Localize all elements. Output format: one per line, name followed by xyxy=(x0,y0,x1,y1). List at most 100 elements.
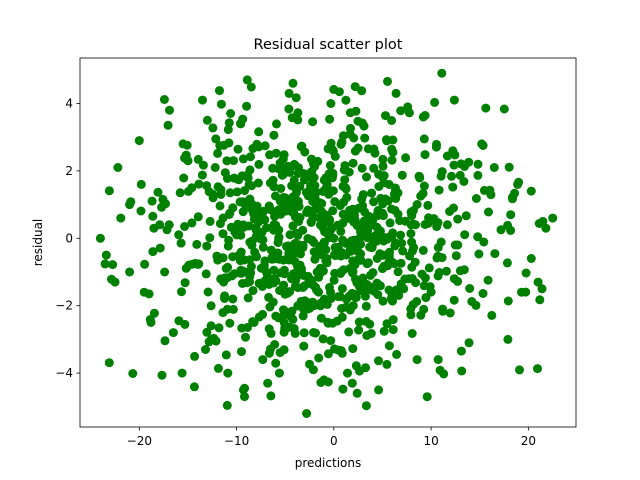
data-point xyxy=(298,225,308,235)
data-point xyxy=(405,251,415,261)
data-point xyxy=(356,239,366,249)
data-point xyxy=(140,259,150,269)
data-point xyxy=(293,301,303,311)
data-point xyxy=(484,207,493,217)
data-point xyxy=(442,220,452,230)
data-point xyxy=(318,187,328,196)
data-point xyxy=(387,144,397,154)
data-point xyxy=(395,216,405,226)
data-point xyxy=(284,255,294,265)
data-point xyxy=(274,232,284,242)
data-point xyxy=(329,275,339,285)
data-point xyxy=(213,363,223,373)
data-point xyxy=(506,210,516,220)
data-point xyxy=(407,274,417,283)
y-tick-label: −2 xyxy=(55,299,73,313)
data-point xyxy=(349,245,359,255)
data-point xyxy=(326,336,336,346)
data-point xyxy=(407,262,417,272)
data-point xyxy=(274,368,284,378)
data-point xyxy=(388,315,398,325)
data-point xyxy=(201,345,210,354)
data-point xyxy=(379,178,389,188)
data-point xyxy=(464,157,474,167)
data-point xyxy=(243,173,253,183)
data-point xyxy=(448,182,458,192)
data-point xyxy=(485,185,495,195)
data-point xyxy=(347,288,357,298)
data-point xyxy=(258,242,268,252)
data-point xyxy=(424,263,434,273)
data-point xyxy=(382,234,392,244)
data-point xyxy=(216,99,226,109)
data-point xyxy=(179,173,189,183)
data-point xyxy=(541,223,551,233)
data-point xyxy=(447,171,456,181)
data-point xyxy=(392,349,402,359)
data-point xyxy=(177,287,186,297)
data-point xyxy=(136,206,146,216)
data-point xyxy=(245,255,255,265)
data-point xyxy=(176,238,186,248)
data-point xyxy=(330,151,340,161)
data-point xyxy=(329,233,339,243)
data-point xyxy=(271,311,281,321)
data-point xyxy=(336,139,346,149)
data-point xyxy=(336,251,346,261)
data-point xyxy=(101,250,111,260)
data-point xyxy=(420,150,430,160)
data-point xyxy=(246,152,255,162)
data-point xyxy=(396,106,406,116)
data-point xyxy=(271,358,281,368)
data-point xyxy=(457,366,467,376)
data-point xyxy=(264,292,274,302)
data-point xyxy=(337,348,347,358)
data-point xyxy=(317,199,327,209)
data-point xyxy=(258,355,268,365)
data-point xyxy=(229,269,239,279)
data-point xyxy=(215,201,225,211)
data-point xyxy=(308,117,318,127)
data-point xyxy=(375,281,385,291)
data-point xyxy=(229,173,239,183)
data-point xyxy=(289,324,299,333)
data-point xyxy=(481,103,491,113)
data-point xyxy=(382,136,392,146)
data-point xyxy=(279,318,289,328)
data-point xyxy=(408,219,418,229)
data-point xyxy=(361,301,371,311)
data-point xyxy=(180,278,190,288)
data-point xyxy=(258,309,268,319)
data-point xyxy=(321,173,331,183)
data-point xyxy=(236,247,246,257)
data-point xyxy=(300,147,310,157)
data-point xyxy=(249,318,259,327)
data-point xyxy=(279,150,289,160)
data-point xyxy=(245,271,255,281)
data-point xyxy=(293,115,303,125)
data-point xyxy=(526,186,536,196)
data-point xyxy=(201,269,211,279)
data-point xyxy=(187,183,197,193)
data-point xyxy=(206,334,216,344)
data-point xyxy=(400,274,410,284)
x-axis-label: predictions xyxy=(295,456,361,470)
data-point xyxy=(496,225,506,235)
data-point xyxy=(295,181,305,191)
data-point xyxy=(403,102,413,112)
data-point xyxy=(165,105,174,115)
data-point xyxy=(269,265,279,275)
data-point xyxy=(436,171,446,181)
data-point xyxy=(223,125,233,135)
plot-frame xyxy=(79,57,577,428)
data-point xyxy=(284,104,294,114)
data-point xyxy=(383,76,392,86)
data-point xyxy=(320,227,330,237)
data-point xyxy=(356,249,366,259)
data-point xyxy=(237,279,247,288)
data-point xyxy=(308,365,318,375)
data-point xyxy=(251,225,261,235)
data-point xyxy=(189,382,199,392)
data-point xyxy=(378,296,388,306)
data-point xyxy=(357,163,367,173)
